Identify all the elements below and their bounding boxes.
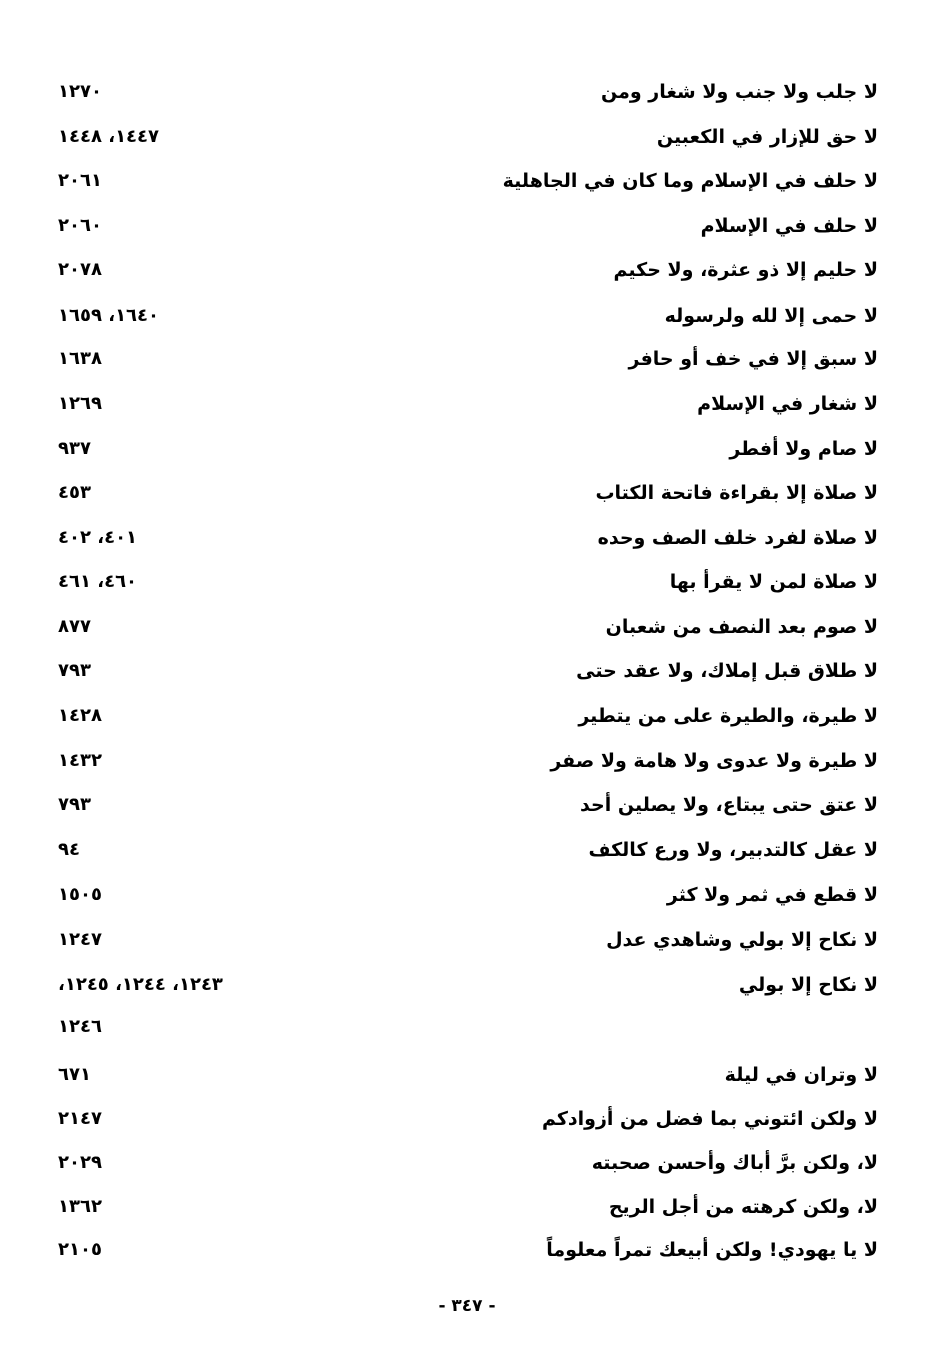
entry-phrase: لا حلف في الإسلام [700,215,878,237]
index-entry: لا نكاح إلا بولي ١٢٤٣، ١٢٤٤، ١٢٤٥، [0,969,934,1001]
entry-references: ٤٦٠، ٤٦١ [58,571,138,592]
entry-references: ٧٩٣ [58,794,91,815]
entry-phrase: لا نكاح إلا بولي وشاهدي عدل [606,929,878,951]
entry-phrase: لا صلاة لفرد خلف الصف وحده [597,527,878,549]
entry-phrase: لا حق للإزار في الكعبين [656,126,878,148]
entry-references: ١٢٤٦ [58,1016,102,1037]
entry-phrase: لا، ولكن برَّ أباك وأحسن صحبته [591,1152,878,1174]
entry-phrase: لا عتق حتى يبتاع، ولا يصلين أحد [580,794,878,816]
index-entry: لا جلب ولا جنب ولا شغار ومن ١٢٧٠ [0,76,934,108]
entry-phrase: لا وتران في ليلة [724,1064,878,1086]
index-entry: لا ولكن ائتوني بما فضل من أزوادكم ٢١٤٧ [0,1103,934,1135]
entry-references: ٩٤ [58,839,80,860]
index-entry: لا نكاح إلا بولي وشاهدي عدل ١٢٤٧ [0,924,934,956]
entry-phrase: لا حليم إلا ذو عثرة، ولا حكيم [613,259,878,281]
entry-phrase: لا حلف في الإسلام وما كان في الجاهلية [502,170,878,192]
index-entry: لا يا يهودي! ولكن أبيعك تمراً معلوماً ٢١٠… [0,1234,934,1266]
index-entry: لا صام ولا أفطر ٩٣٧ [0,433,934,465]
entry-phrase: لا صلاة إلا بقراءة فاتحة الكتاب [595,482,878,504]
index-entry: لا طلاق قبل إملاك، ولا عقد حتى ٧٩٣ [0,655,934,687]
index-entry: لا سبق إلا في خف أو حافر ١٦٣٨ [0,343,934,375]
entry-phrase: لا، ولكن كرهته من أجل الريح [608,1196,878,1218]
index-entry: لا، ولكن برَّ أباك وأحسن صحبته ٢٠٢٩ [0,1147,934,1179]
entry-references: ٤٠١، ٤٠٢ [58,527,138,548]
entry-references: ١٤٢٨ [58,705,102,726]
index-entry: لا عتق حتى يبتاع، ولا يصلين أحد ٧٩٣ [0,789,934,821]
index-entry: لا شغار في الإسلام ١٢٦٩ [0,388,934,420]
entry-phrase: لا يا يهودي! ولكن أبيعك تمراً معلوماً [546,1239,878,1261]
entry-phrase: لا طيرة ولا عدوى ولا هامة ولا صفر [550,750,878,772]
entry-references: ٨٧٧ [58,616,91,637]
entry-phrase: لا حمى إلا لله ولرسوله [664,305,878,327]
index-entry: لا وتران في ليلة ٦٧١ [0,1059,934,1091]
entry-phrase: لا صلاة لمن لا يقرأ بها [669,571,878,593]
entry-phrase: لا شغار في الإسلام [697,393,878,415]
index-entry: ١٢٤٦ [0,1011,934,1043]
entry-phrase: لا طلاق قبل إملاك، ولا عقد حتى [576,660,878,682]
index-entry: لا حلف في الإسلام وما كان في الجاهلية ٢٠٦… [0,165,934,197]
entry-references: ١٢٤٧ [58,929,102,950]
index-entry: لا، ولكن كرهته من أجل الريح ١٣٦٢ [0,1191,934,1223]
entry-references: ٢١٤٧ [58,1108,102,1129]
entry-references: ١٦٤٠، ١٦٥٩ [58,305,160,326]
index-entry: لا صلاة إلا بقراءة فاتحة الكتاب ٤٥٣ [0,477,934,509]
entry-phrase: لا جلب ولا جنب ولا شغار ومن [600,81,878,103]
index-entry: لا حمى إلا لله ولرسوله ١٦٤٠، ١٦٥٩ [0,300,934,332]
entry-phrase: لا نكاح إلا بولي [738,974,878,996]
index-entry: لا صلاة لفرد خلف الصف وحده ٤٠١، ٤٠٢ [0,522,934,554]
entry-references: ٧٩٣ [58,660,91,681]
entry-references: ١٣٦٢ [58,1196,102,1217]
index-entry: لا حق للإزار في الكعبين ١٤٤٧، ١٤٤٨ [0,121,934,153]
entry-phrase: لا قطع في ثمر ولا كثر [666,884,878,906]
entry-phrase: لا سبق إلا في خف أو حافر [628,348,878,370]
entry-references: ٦٧١ [58,1064,91,1085]
index-entry: لا صوم بعد النصف من شعبان ٨٧٧ [0,611,934,643]
index-entry: لا طيرة ولا عدوى ولا هامة ولا صفر ١٤٣٢ [0,745,934,777]
entry-references: ١٢٧٠ [58,81,102,102]
entry-references: ٢٠٧٨ [58,259,102,280]
index-entry: لا قطع في ثمر ولا كثر ١٥٠٥ [0,879,934,911]
index-entry: لا طيرة، والطيرة على من يتطير ١٤٢٨ [0,700,934,732]
entry-references: ٢٠٢٩ [58,1152,102,1173]
entry-references: ١٥٠٥ [58,884,102,905]
entry-references: ٢٠٦١ [58,170,102,191]
page-number: - ٣٤٧ - [438,1296,496,1316]
entry-references: ٢٠٦٠ [58,215,102,236]
entry-references: ٤٥٣ [58,482,91,503]
entry-references: ١٤٣٢ [58,750,102,771]
entry-references: ١٦٣٨ [58,348,102,369]
entry-references: ٩٣٧ [58,438,91,459]
index-entry: لا حليم إلا ذو عثرة، ولا حكيم ٢٠٧٨ [0,254,934,286]
entry-phrase: لا طيرة، والطيرة على من يتطير [578,705,878,727]
entry-phrase: لا صوم بعد النصف من شعبان [605,616,878,638]
entry-references: ٢١٠٥ [58,1239,102,1260]
entry-references: ١٢٤٣، ١٢٤٤، ١٢٤٥، [58,974,223,995]
index-entry: لا حلف في الإسلام ٢٠٦٠ [0,210,934,242]
entry-phrase: لا ولكن ائتوني بما فضل من أزوادكم [541,1108,878,1130]
entry-phrase: لا صام ولا أفطر [729,438,878,460]
entry-references: ١٢٦٩ [58,393,102,414]
index-entry: لا عقل كالتدبير، ولا ورع كالكف ٩٤ [0,834,934,866]
index-entry: لا صلاة لمن لا يقرأ بها ٤٦٠، ٤٦١ [0,566,934,598]
entry-references: ١٤٤٧، ١٤٤٨ [58,126,160,147]
entry-phrase: لا عقل كالتدبير، ولا ورع كالكف [588,839,879,861]
